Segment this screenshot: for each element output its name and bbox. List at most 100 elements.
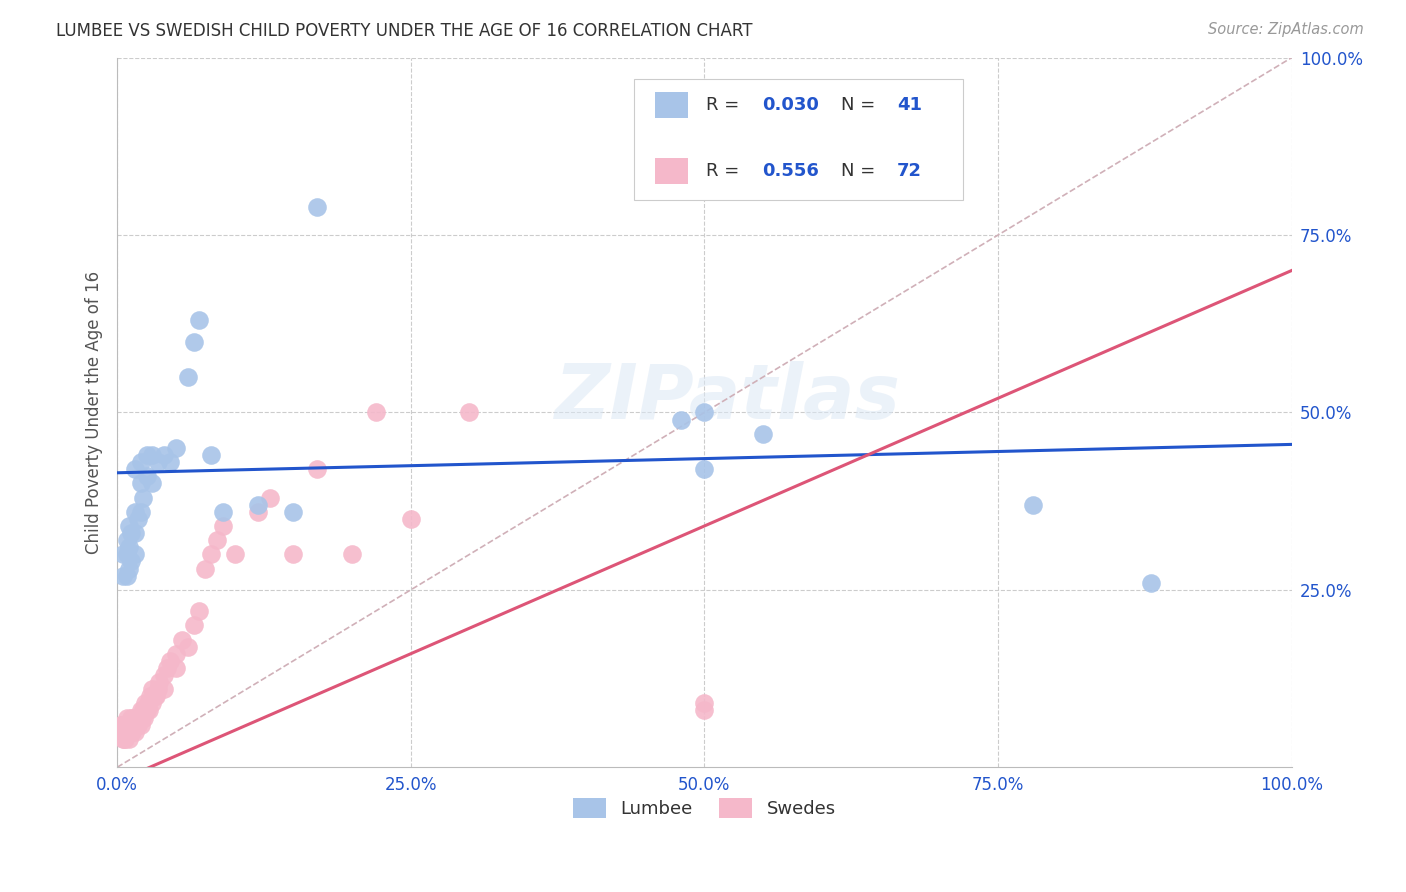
Point (120, 554, 142, 568)
Point (669, 412, 692, 426)
Point (1022, 498, 1045, 512)
Point (112, 568, 135, 582)
Text: R =: R = (706, 162, 745, 180)
Point (121, 724, 143, 739)
Point (122, 717, 145, 731)
Point (170, 632, 193, 647)
Point (165, 441, 187, 455)
Point (112, 731, 135, 746)
Point (148, 455, 170, 469)
Point (129, 476, 152, 491)
Text: 0.030: 0.030 (762, 96, 818, 114)
Point (148, 675, 170, 690)
Point (118, 717, 141, 731)
Point (115, 568, 138, 582)
Point (194, 561, 217, 575)
Point (110, 724, 132, 739)
Point (200, 548, 222, 562)
Point (120, 710, 142, 724)
Point (188, 313, 211, 327)
Point (135, 704, 157, 718)
Point (127, 710, 149, 724)
Point (112, 717, 135, 731)
Point (153, 448, 176, 462)
Text: 41: 41 (897, 96, 922, 114)
Point (134, 710, 156, 724)
Point (129, 717, 152, 731)
FancyBboxPatch shape (634, 79, 963, 200)
Point (135, 469, 157, 483)
Point (117, 717, 139, 731)
Point (145, 690, 167, 704)
Point (108, 724, 131, 739)
Point (111, 717, 134, 731)
Point (111, 724, 134, 739)
Text: Source: ZipAtlas.com: Source: ZipAtlas.com (1208, 22, 1364, 37)
Point (125, 717, 148, 731)
Point (143, 690, 166, 704)
Text: 0.556: 0.556 (762, 162, 818, 180)
Point (127, 717, 149, 731)
Point (114, 717, 136, 731)
Point (212, 505, 235, 519)
Point (305, 462, 328, 476)
Point (112, 724, 135, 739)
Legend: Lumbee, Swedes: Lumbee, Swedes (567, 790, 842, 826)
Point (124, 548, 146, 562)
Point (132, 704, 155, 718)
Text: N =: N = (841, 96, 880, 114)
Point (141, 476, 163, 491)
Point (212, 519, 235, 533)
Point (110, 717, 132, 731)
Point (1139, 575, 1161, 590)
Point (176, 640, 198, 654)
Point (129, 455, 152, 469)
Point (340, 548, 363, 562)
Point (129, 704, 152, 718)
Point (247, 498, 270, 512)
Point (159, 455, 181, 469)
Text: LUMBEE VS SWEDISH CHILD POVERTY UNDER THE AGE OF 16 CORRELATION CHART: LUMBEE VS SWEDISH CHILD POVERTY UNDER TH… (56, 22, 752, 40)
Point (115, 724, 138, 739)
Point (124, 462, 146, 476)
Point (364, 405, 387, 419)
Point (117, 724, 139, 739)
Point (114, 731, 136, 746)
Point (134, 697, 156, 711)
Point (693, 462, 716, 476)
Point (141, 682, 163, 697)
Text: ZIPatlas: ZIPatlas (555, 361, 901, 435)
Point (259, 491, 281, 505)
Point (693, 405, 716, 419)
Point (124, 710, 146, 724)
Point (200, 448, 222, 462)
Point (121, 710, 143, 724)
Point (188, 604, 211, 618)
Point (153, 682, 176, 697)
Point (165, 647, 187, 661)
FancyBboxPatch shape (655, 92, 688, 118)
Point (118, 541, 141, 555)
Point (136, 697, 159, 711)
Y-axis label: Child Poverty Under the Age of 16: Child Poverty Under the Age of 16 (86, 271, 103, 554)
FancyBboxPatch shape (655, 158, 688, 184)
Point (132, 491, 155, 505)
Point (141, 697, 163, 711)
Point (183, 618, 205, 632)
Point (124, 724, 146, 739)
Point (283, 548, 305, 562)
Point (127, 512, 149, 526)
Text: N =: N = (841, 162, 880, 180)
Point (118, 519, 141, 533)
Point (118, 724, 141, 739)
Text: R =: R = (706, 96, 745, 114)
Point (752, 150, 775, 164)
Point (141, 448, 163, 462)
Point (399, 512, 422, 526)
Text: 72: 72 (897, 162, 922, 180)
Point (118, 731, 141, 746)
Point (128, 710, 150, 724)
Point (458, 405, 481, 419)
Point (693, 704, 716, 718)
Point (118, 561, 141, 575)
